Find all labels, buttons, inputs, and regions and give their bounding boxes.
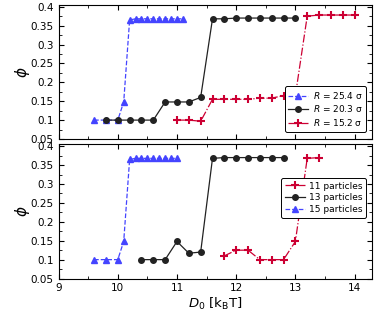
$R$ = 25.4 σ <box>175 17 179 21</box>
$R$ = 15.2 σ <box>341 13 345 17</box>
$R$ = 20.3 σ <box>163 100 167 104</box>
X-axis label: $D_0$ [k$_{\mathrm{B}}$T]: $D_0$ [k$_{\mathrm{B}}$T] <box>188 296 243 312</box>
15 particles <box>133 156 138 160</box>
$R$ = 20.3 σ <box>104 118 108 122</box>
13 particles <box>222 156 226 159</box>
11 particles <box>281 258 286 261</box>
15 particles <box>145 156 150 160</box>
15 particles <box>175 156 179 160</box>
Line: $R$ = 20.3 σ: $R$ = 20.3 σ <box>103 15 298 123</box>
$R$ = 15.2 σ <box>198 119 203 123</box>
$R$ = 20.3 σ <box>281 16 286 20</box>
$R$ = 20.3 σ <box>175 100 179 104</box>
13 particles <box>281 156 286 159</box>
15 particles <box>116 258 120 261</box>
$R$ = 15.2 σ <box>210 97 215 101</box>
$R$ = 25.4 σ <box>163 17 167 21</box>
$R$ = 20.3 σ <box>187 100 191 104</box>
$R$ = 15.2 σ <box>187 118 191 122</box>
Line: $R$ = 25.4 σ: $R$ = 25.4 σ <box>91 16 186 123</box>
$R$ = 25.4 σ <box>139 17 144 21</box>
$R$ = 25.4 σ <box>157 17 161 21</box>
13 particles <box>187 251 191 255</box>
$R$ = 15.2 σ <box>257 96 262 100</box>
15 particles <box>163 156 167 160</box>
Legend: 11 particles, 13 particles, 15 particles: 11 particles, 13 particles, 15 particles <box>281 178 366 218</box>
15 particles <box>127 157 132 161</box>
15 particles <box>157 156 161 160</box>
$R$ = 25.4 σ <box>121 100 126 104</box>
$R$ = 15.2 σ <box>281 94 286 98</box>
Line: $R$ = 15.2 σ: $R$ = 15.2 σ <box>173 11 359 125</box>
$R$ = 15.2 σ <box>175 118 179 122</box>
Line: 11 particles: 11 particles <box>220 153 323 264</box>
13 particles <box>151 258 156 261</box>
13 particles <box>270 156 274 159</box>
$R$ = 20.3 σ <box>127 118 132 122</box>
$R$ = 25.4 σ <box>151 17 156 21</box>
$R$ = 15.2 σ <box>270 96 274 100</box>
$R$ = 15.2 σ <box>305 14 310 18</box>
$R$ = 15.2 σ <box>352 13 357 17</box>
11 particles <box>222 254 226 258</box>
$R$ = 25.4 σ <box>104 118 108 122</box>
Legend: $R$ = 25.4 σ, $R$ = 20.3 σ, $R$ = 15.2 σ: $R$ = 25.4 σ, $R$ = 20.3 σ, $R$ = 15.2 σ <box>285 86 366 132</box>
11 particles <box>270 258 274 261</box>
15 particles <box>104 258 108 261</box>
15 particles <box>139 156 144 160</box>
$R$ = 15.2 σ <box>234 97 239 101</box>
13 particles <box>210 156 215 160</box>
$R$ = 15.2 σ <box>246 97 250 101</box>
$R$ = 25.4 σ <box>181 17 185 21</box>
$R$ = 20.3 σ <box>246 16 250 20</box>
11 particles <box>246 248 250 252</box>
$R$ = 25.4 σ <box>116 118 120 122</box>
13 particles <box>198 250 203 254</box>
$R$ = 15.2 σ <box>317 13 321 17</box>
$R$ = 15.2 σ <box>222 97 226 101</box>
11 particles <box>234 248 239 252</box>
11 particles <box>257 258 262 261</box>
$R$ = 25.4 σ <box>127 18 132 22</box>
$R$ = 25.4 σ <box>133 17 138 21</box>
$R$ = 20.3 σ <box>293 16 297 20</box>
$R$ = 15.2 σ <box>328 13 333 17</box>
$R$ = 20.3 σ <box>116 118 120 122</box>
Y-axis label: ϕ: ϕ <box>14 67 29 77</box>
$R$ = 25.4 σ <box>145 17 150 21</box>
11 particles <box>293 240 297 243</box>
$R$ = 20.3 σ <box>139 118 144 122</box>
$R$ = 20.3 σ <box>198 96 203 99</box>
11 particles <box>305 156 310 160</box>
$R$ = 20.3 σ <box>151 118 156 122</box>
$R$ = 20.3 σ <box>257 16 262 20</box>
13 particles <box>163 258 167 261</box>
Line: 15 particles: 15 particles <box>91 156 180 262</box>
15 particles <box>169 156 174 160</box>
$R$ = 25.4 σ <box>169 17 174 21</box>
15 particles <box>151 156 156 160</box>
13 particles <box>139 258 144 261</box>
Y-axis label: ϕ: ϕ <box>14 206 29 216</box>
Line: 13 particles: 13 particles <box>139 155 286 262</box>
$R$ = 20.3 σ <box>270 16 274 20</box>
11 particles <box>317 156 321 159</box>
15 particles <box>121 240 126 243</box>
$R$ = 25.4 σ <box>92 118 96 122</box>
13 particles <box>246 156 250 159</box>
13 particles <box>175 240 179 243</box>
$R$ = 20.3 σ <box>210 17 215 21</box>
$R$ = 15.2 σ <box>293 94 297 98</box>
13 particles <box>234 156 239 159</box>
13 particles <box>257 156 262 159</box>
$R$ = 20.3 σ <box>222 17 226 21</box>
$R$ = 20.3 σ <box>234 16 239 20</box>
15 particles <box>92 258 96 261</box>
